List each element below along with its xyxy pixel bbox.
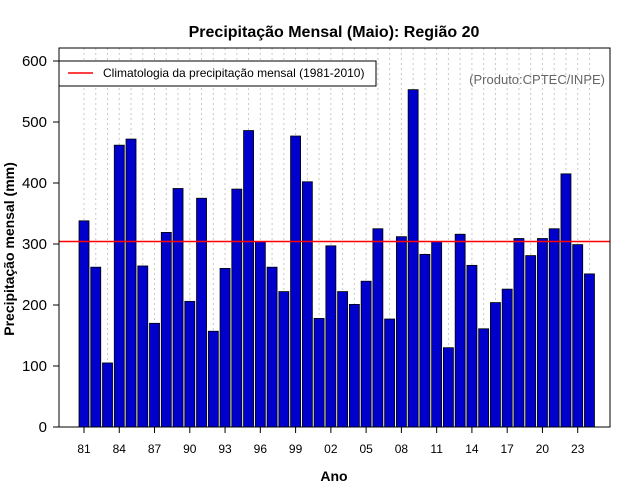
bar-97 (266, 266, 278, 428)
plot-frame (58, 47, 611, 428)
bar-18 (513, 238, 525, 428)
bars (78, 89, 595, 428)
x-tick-label-02: 02 (324, 442, 338, 456)
bar-19 (525, 255, 537, 428)
bar-94 (231, 188, 243, 428)
bar-83 (102, 362, 113, 428)
bar-87 (149, 322, 160, 428)
bar-91 (196, 197, 207, 428)
x-tick-label-90: 90 (183, 442, 197, 456)
bar-24 (584, 273, 595, 428)
bar-82 (90, 266, 102, 428)
bar-03 (337, 291, 349, 428)
bar-13 (454, 233, 466, 428)
bar-88 (160, 232, 172, 428)
source-annotation: (Produto:CPTEC/INPE) (469, 72, 605, 87)
bar-89 (172, 188, 184, 428)
bar-10 (419, 253, 431, 428)
bar-81 (78, 220, 90, 428)
bar-90 (184, 300, 196, 428)
bar-96 (254, 241, 266, 428)
bar-02 (325, 245, 337, 428)
chart-title: Precipitação Mensal (Maio): Região 20 (189, 24, 480, 41)
x-tick-label-08: 08 (395, 442, 409, 456)
x-tick-label-99: 99 (289, 442, 303, 456)
bar-11 (431, 241, 443, 428)
bar-01 (313, 318, 325, 428)
x-tick-label-87: 87 (148, 442, 162, 456)
x-tick-label-93: 93 (218, 442, 232, 456)
x-tick-label-84: 84 (113, 442, 127, 456)
bar-06 (372, 228, 384, 428)
y-tick-label-200: 200 (22, 297, 47, 314)
y-tick-label-300: 300 (22, 236, 47, 253)
bar-08 (395, 236, 407, 428)
y-axis-label: Precipitação mensal (mm) (1, 162, 17, 336)
bar-85 (125, 138, 137, 428)
x-tick-label-81: 81 (77, 442, 91, 456)
legend-label: Climatologia da precipitação mensal (198… (103, 66, 364, 80)
bar-99 (290, 135, 301, 428)
y-tick-label-100: 100 (22, 358, 47, 375)
bar-17 (501, 288, 513, 428)
bar-86 (137, 265, 149, 428)
bar-84 (113, 144, 125, 428)
x-tick-label-96: 96 (254, 442, 268, 456)
bar-21 (548, 228, 560, 428)
x-tick-label-17: 17 (501, 442, 515, 456)
legend: Climatologia da precipitação mensal (198… (58, 60, 377, 87)
bar-98 (278, 291, 290, 428)
bar-23 (572, 244, 584, 428)
bar-14 (466, 264, 478, 428)
axes: 0 100 200 300 400 500 600 81 84 87 90 93 96 99 02 05 08 1… (22, 47, 611, 456)
x-tick-label-14: 14 (465, 442, 479, 456)
bar-16 (490, 302, 501, 428)
bar-04 (348, 303, 360, 428)
legend-box (58, 60, 377, 87)
bar-12 (443, 347, 454, 428)
x-axis-label: Ano (320, 468, 347, 484)
y-tick-label-600: 600 (22, 53, 47, 70)
bar-07 (384, 318, 396, 428)
x-tick-label-05: 05 (359, 442, 373, 456)
y-tick-label-0: 0 (39, 419, 47, 436)
x-tick-label-11: 11 (430, 442, 443, 456)
bar-05 (360, 280, 372, 428)
bar-22 (560, 173, 572, 428)
bar-09 (407, 89, 419, 428)
x-tick-label-23: 23 (571, 442, 585, 456)
bar-00 (301, 181, 313, 428)
y-tick-label-500: 500 (22, 114, 47, 131)
bar-92 (207, 330, 219, 428)
y-tick-label-400: 400 (22, 175, 47, 192)
x-tick-label-20: 20 (536, 442, 550, 456)
bar-20 (537, 238, 548, 428)
bar-95 (243, 130, 254, 428)
bar-15 (478, 328, 490, 428)
bar-93 (219, 267, 231, 428)
